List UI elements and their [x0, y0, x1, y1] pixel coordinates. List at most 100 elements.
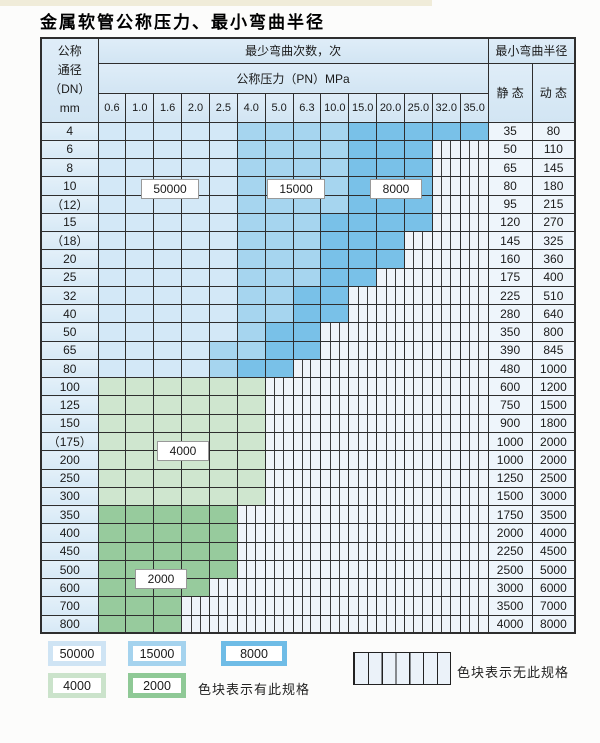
spec-cell [125, 285, 155, 306]
spec-cell [153, 158, 183, 178]
spec-cell [348, 158, 378, 178]
no-spec-cell [292, 486, 322, 507]
spec-cell [236, 249, 266, 269]
cycles-label-15000: 15000 [267, 179, 325, 199]
spec-cell [97, 358, 127, 379]
spec-cell [292, 249, 322, 269]
spec-cell [97, 212, 127, 233]
dn-cell: 700 [40, 596, 99, 616]
dynamic-radius-cell: 7000 [531, 596, 576, 616]
spec-cell [153, 212, 183, 233]
no-spec-cell [264, 614, 294, 634]
table-row: 500 2500 5000 [40, 559, 576, 580]
dn-cell: 250 [40, 468, 99, 488]
no-spec-cell [403, 377, 433, 397]
spec-cell [153, 505, 183, 525]
table-row: 300 1500 3000 [40, 486, 576, 507]
no-spec-cell [320, 578, 350, 598]
spec-cell [153, 395, 183, 415]
spec-cell [153, 413, 183, 434]
spec-cell [97, 395, 127, 415]
static-radius-cell: 35 [487, 121, 533, 141]
dynamic-radius-cell: 145 [531, 158, 576, 178]
spec-cell [125, 158, 155, 178]
no-spec-cell [459, 559, 489, 580]
no-spec-cell [376, 285, 405, 306]
spec-cell [376, 121, 405, 141]
spec-cell [208, 468, 238, 488]
no-spec-cell [264, 486, 294, 507]
static-radius-cell: 175 [487, 267, 533, 287]
no-spec-cell [459, 578, 489, 598]
table-row: 600 3000 6000 [40, 578, 576, 598]
spec-cell [97, 194, 127, 214]
spec-cell [236, 377, 266, 397]
legend-label-8000: 8000 [240, 646, 268, 661]
pressure-value: 6.3 [292, 92, 322, 123]
static-radius-cell: 225 [487, 285, 533, 306]
spec-cell [153, 468, 183, 488]
no-spec-cell [208, 596, 238, 616]
spec-cell [97, 468, 127, 488]
no-spec-cell [376, 559, 405, 580]
spec-cell [125, 139, 155, 160]
spec-cell [97, 541, 127, 561]
no-spec-cell [403, 450, 433, 470]
spec-cell [181, 523, 210, 543]
static-radius-cell: 390 [487, 340, 533, 360]
pressure-header: 公称压力（PN）MPa [97, 62, 489, 94]
spec-cell [208, 176, 238, 196]
table-row: （18） 145 325 [40, 231, 576, 251]
pressure-value: 15.0 [348, 92, 378, 123]
pressure-value: 20.0 [376, 92, 405, 123]
static-radius-cell: 350 [487, 322, 533, 342]
table-row: 65 390 845 [40, 340, 576, 360]
spec-cell [125, 468, 155, 488]
spec-cell [292, 212, 322, 233]
spec-cell [208, 121, 238, 141]
no-spec-cell [459, 450, 489, 470]
dynamic-radius-cell: 845 [531, 340, 576, 360]
no-spec-cell [376, 395, 405, 415]
no-spec-cell [348, 432, 378, 452]
no-spec-cell [376, 541, 405, 561]
static-radius-cell: 1500 [487, 486, 533, 507]
spec-cell [208, 413, 238, 434]
static-radius-cell: 280 [487, 304, 533, 324]
spec-cell [264, 249, 294, 269]
no-spec-cell [348, 304, 378, 324]
table-row: 700 3500 7000 [40, 596, 576, 616]
no-spec-cell [236, 523, 266, 543]
no-spec-cell [403, 578, 433, 598]
spec-cell [125, 304, 155, 324]
spec-cell [348, 121, 378, 141]
spec-cell [208, 377, 238, 397]
no-spec-cell [376, 358, 405, 379]
spec-cell [97, 559, 127, 580]
spec-cell [181, 486, 210, 507]
no-spec-cell [403, 523, 433, 543]
no-spec-cell [236, 541, 266, 561]
no-spec-cell [264, 578, 294, 598]
spec-cell [264, 358, 294, 379]
static-radius-cell: 145 [487, 231, 533, 251]
no-spec-cell [431, 614, 461, 634]
spec-cell [264, 158, 294, 178]
spec-cell [125, 523, 155, 543]
spec-cell [236, 231, 266, 251]
spec-cell [125, 212, 155, 233]
static-radius-cell: 50 [487, 139, 533, 160]
no-spec-cell [348, 596, 378, 616]
no-spec-cell [403, 486, 433, 507]
spec-cell [125, 358, 155, 379]
no-spec-cell [376, 322, 405, 342]
dn-cell: 8 [40, 158, 99, 178]
spec-cell [181, 541, 210, 561]
no-spec-cell [459, 304, 489, 324]
no-spec-cell [376, 340, 405, 360]
spec-cell [153, 285, 183, 306]
spec-cell [125, 267, 155, 287]
spec-cell [97, 413, 127, 434]
dn-cell: 200 [40, 450, 99, 470]
no-spec-cell [431, 578, 461, 598]
